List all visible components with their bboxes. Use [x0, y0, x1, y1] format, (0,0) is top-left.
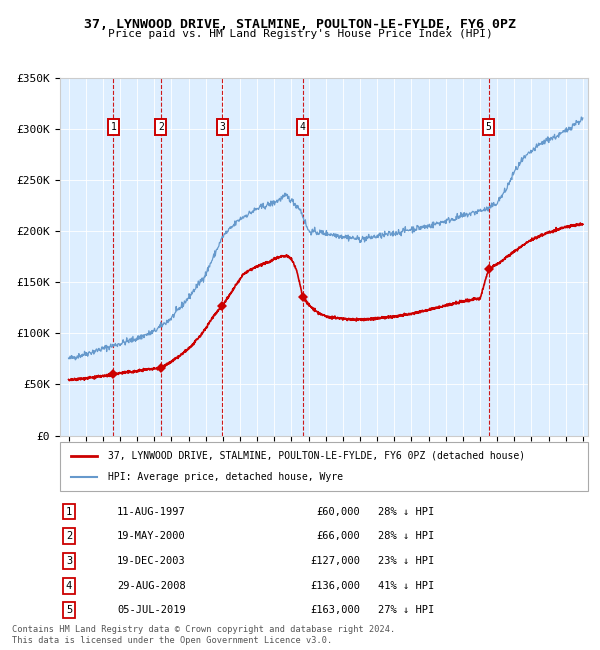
- Text: 3: 3: [66, 556, 72, 566]
- Text: 23% ↓ HPI: 23% ↓ HPI: [378, 556, 434, 566]
- Text: 05-JUL-2019: 05-JUL-2019: [117, 605, 186, 616]
- Text: 19-MAY-2000: 19-MAY-2000: [117, 531, 186, 541]
- Text: HPI: Average price, detached house, Wyre: HPI: Average price, detached house, Wyre: [107, 472, 343, 482]
- Text: 2: 2: [158, 122, 164, 132]
- Text: £163,000: £163,000: [310, 605, 360, 616]
- Text: 11-AUG-1997: 11-AUG-1997: [117, 506, 186, 517]
- Text: 3: 3: [219, 122, 225, 132]
- Text: 28% ↓ HPI: 28% ↓ HPI: [378, 506, 434, 517]
- Text: £127,000: £127,000: [310, 556, 360, 566]
- Text: 28% ↓ HPI: 28% ↓ HPI: [378, 531, 434, 541]
- Text: 1: 1: [66, 506, 72, 517]
- Text: 37, LYNWOOD DRIVE, STALMINE, POULTON-LE-FYLDE, FY6 0PZ (detached house): 37, LYNWOOD DRIVE, STALMINE, POULTON-LE-…: [107, 450, 524, 461]
- Text: 29-AUG-2008: 29-AUG-2008: [117, 580, 186, 591]
- Text: 4: 4: [300, 122, 305, 132]
- Text: 19-DEC-2003: 19-DEC-2003: [117, 556, 186, 566]
- Text: £136,000: £136,000: [310, 580, 360, 591]
- Text: 41% ↓ HPI: 41% ↓ HPI: [378, 580, 434, 591]
- Text: 2: 2: [66, 531, 72, 541]
- Text: 27% ↓ HPI: 27% ↓ HPI: [378, 605, 434, 616]
- Text: £66,000: £66,000: [316, 531, 360, 541]
- Text: 4: 4: [66, 580, 72, 591]
- Text: 5: 5: [66, 605, 72, 616]
- Text: 37, LYNWOOD DRIVE, STALMINE, POULTON-LE-FYLDE, FY6 0PZ: 37, LYNWOOD DRIVE, STALMINE, POULTON-LE-…: [84, 18, 516, 31]
- Text: 5: 5: [486, 122, 491, 132]
- Text: £60,000: £60,000: [316, 506, 360, 517]
- Text: 1: 1: [110, 122, 116, 132]
- FancyBboxPatch shape: [60, 442, 588, 491]
- Text: Contains HM Land Registry data © Crown copyright and database right 2024.
This d: Contains HM Land Registry data © Crown c…: [12, 625, 395, 645]
- Text: Price paid vs. HM Land Registry's House Price Index (HPI): Price paid vs. HM Land Registry's House …: [107, 29, 493, 39]
